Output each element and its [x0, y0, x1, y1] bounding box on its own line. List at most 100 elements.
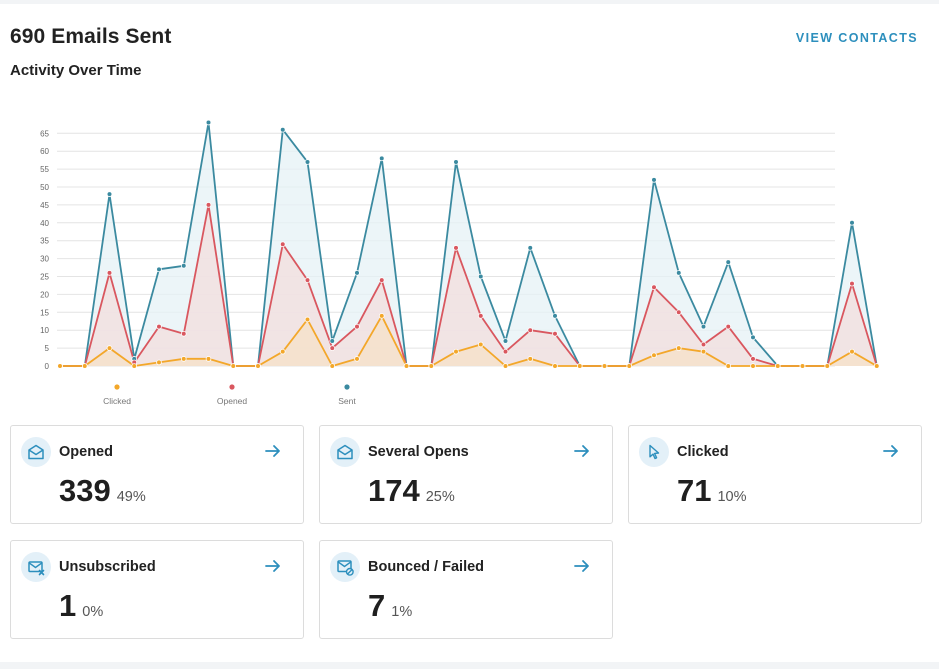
arrow-right-icon[interactable] — [881, 441, 901, 461]
bottom-strip — [0, 662, 939, 669]
series-line-opened — [60, 204, 878, 367]
data-point-clicked — [552, 363, 558, 369]
data-point-clicked — [304, 316, 311, 323]
data-point-sent — [502, 338, 509, 344]
card-percent: 0% — [82, 604, 104, 620]
data-point-clicked — [329, 363, 336, 369]
data-point-sent — [205, 119, 212, 126]
data-point-sent — [750, 334, 756, 341]
data-point-opened — [106, 270, 113, 276]
card-count: 174 — [368, 473, 420, 508]
card-bounced-failed[interactable]: Bounced / Failed 7 1% — [319, 540, 613, 639]
card-label: Clicked — [677, 444, 729, 460]
data-point-opened — [354, 323, 360, 330]
arrow-right-icon[interactable] — [263, 441, 283, 461]
card-percent: 10% — [717, 489, 747, 505]
card-unsubscribed[interactable]: Unsubscribed 1 0% — [10, 540, 304, 639]
card-percent: 1% — [391, 604, 413, 620]
card-label: Bounced / Failed — [368, 559, 485, 575]
card-label: Several Opens — [368, 444, 469, 460]
data-point-opened — [329, 345, 336, 351]
data-point-clicked — [131, 363, 138, 369]
y-tick-label: 60 — [40, 147, 49, 156]
data-point-clicked — [403, 363, 410, 369]
card-count-row: 71 10% — [677, 473, 747, 509]
data-point-opened — [205, 202, 212, 208]
chart-title: Activity Over Time — [10, 62, 142, 79]
y-tick-label: 35 — [40, 237, 49, 246]
data-point-sent — [527, 245, 534, 251]
data-point-clicked — [279, 348, 286, 355]
card-label: Unsubscribed — [59, 559, 156, 575]
series-area-opened — [60, 204, 877, 366]
y-tick-label: 5 — [45, 344, 50, 353]
data-point-clicked — [675, 345, 682, 351]
data-point-clicked — [106, 345, 113, 351]
data-point-sent — [700, 323, 707, 330]
data-point-clicked — [700, 348, 707, 355]
data-point-clicked — [774, 363, 781, 369]
data-point-clicked — [750, 363, 756, 369]
card-count: 7 — [368, 588, 386, 623]
data-point-opened — [453, 245, 459, 251]
envelope-open-icon — [21, 437, 51, 467]
y-tick-label: 0 — [45, 362, 50, 371]
arrow-right-icon[interactable] — [263, 556, 283, 576]
data-point-opened — [849, 280, 855, 287]
y-tick-label: 10 — [40, 326, 49, 335]
series-line-sent — [60, 121, 878, 367]
data-point-sent — [453, 159, 459, 165]
arrow-right-icon[interactable] — [572, 441, 592, 461]
legend-label: Clicked — [103, 396, 131, 406]
data-point-clicked — [873, 363, 880, 369]
data-point-clicked — [502, 363, 509, 369]
card-count-row: 174 25% — [368, 473, 455, 509]
data-point-sent — [675, 270, 682, 276]
arrow-right-icon[interactable] — [572, 556, 592, 576]
cursor-click-icon — [639, 437, 669, 467]
data-point-clicked — [255, 363, 261, 369]
card-count: 71 — [677, 473, 712, 508]
data-point-clicked — [576, 363, 583, 369]
card-opened[interactable]: Opened 339 49% — [10, 425, 304, 524]
data-point-sent — [477, 273, 484, 280]
data-point-clicked — [205, 356, 212, 362]
data-point-clicked — [57, 363, 63, 369]
data-point-clicked — [81, 363, 88, 369]
card-count: 339 — [59, 473, 111, 508]
data-point-clicked — [180, 356, 187, 362]
y-tick-label: 25 — [40, 273, 49, 282]
data-point-clicked — [453, 348, 459, 355]
top-strip — [0, 0, 939, 4]
legend-marker — [344, 384, 350, 390]
data-point-opened — [700, 341, 707, 348]
data-point-opened — [502, 348, 509, 355]
y-tick-label: 55 — [40, 165, 49, 174]
data-point-clicked — [626, 363, 633, 369]
legend-marker — [114, 384, 120, 390]
data-point-opened — [304, 277, 311, 283]
data-point-sent — [552, 313, 558, 319]
card-count: 1 — [59, 588, 77, 623]
y-tick-label: 40 — [40, 219, 49, 228]
envelope-x-icon — [21, 552, 51, 582]
card-clicked[interactable]: Clicked 71 10% — [628, 425, 922, 524]
card-several-opens[interactable]: Several Opens 174 25% — [319, 425, 613, 524]
y-tick-label: 15 — [40, 308, 49, 317]
data-point-sent — [354, 270, 360, 276]
view-contacts-link[interactable]: VIEW CONTACTS — [795, 31, 918, 45]
envelope-open-icon — [330, 437, 360, 467]
data-point-sent — [651, 177, 657, 183]
data-point-clicked — [230, 363, 237, 369]
data-point-opened — [156, 323, 162, 330]
data-point-clicked — [725, 363, 732, 369]
data-point-clicked — [601, 363, 608, 369]
activity-chart: 0 5 10 15 20 25 30 35 40 45 50 55 60 65 Clicked Opened S… — [40, 119, 880, 406]
data-point-opened — [651, 284, 657, 291]
data-point-clicked — [428, 363, 435, 369]
card-count-row: 339 49% — [59, 473, 146, 509]
y-tick-label: 20 — [40, 290, 49, 299]
data-point-sent — [180, 262, 187, 269]
data-point-sent — [279, 126, 286, 133]
data-point-opened — [378, 277, 385, 283]
